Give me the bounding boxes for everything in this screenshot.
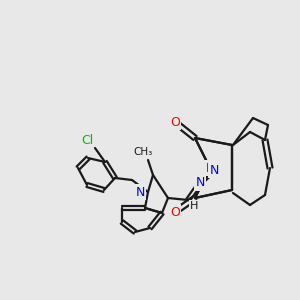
Text: Cl: Cl: [81, 134, 93, 148]
Text: N: N: [205, 161, 215, 175]
Text: O: O: [170, 116, 180, 128]
Text: N: N: [135, 185, 145, 199]
Text: O: O: [170, 206, 180, 218]
Text: N: N: [209, 164, 219, 176]
Text: H: H: [190, 201, 198, 211]
Text: CH₃: CH₃: [134, 147, 153, 157]
Text: N: N: [195, 176, 205, 190]
